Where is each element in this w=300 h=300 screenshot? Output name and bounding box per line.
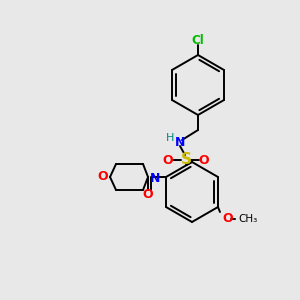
Text: CH₃: CH₃ (238, 214, 257, 224)
Text: S: S (181, 152, 191, 167)
Text: N: N (175, 136, 185, 148)
Text: N: N (150, 172, 160, 184)
Text: Cl: Cl (192, 34, 204, 47)
Text: O: O (163, 154, 173, 166)
Text: H: H (166, 133, 174, 143)
Text: O: O (223, 212, 233, 226)
Text: O: O (199, 154, 209, 166)
Text: O: O (98, 170, 108, 184)
Text: O: O (143, 188, 153, 202)
